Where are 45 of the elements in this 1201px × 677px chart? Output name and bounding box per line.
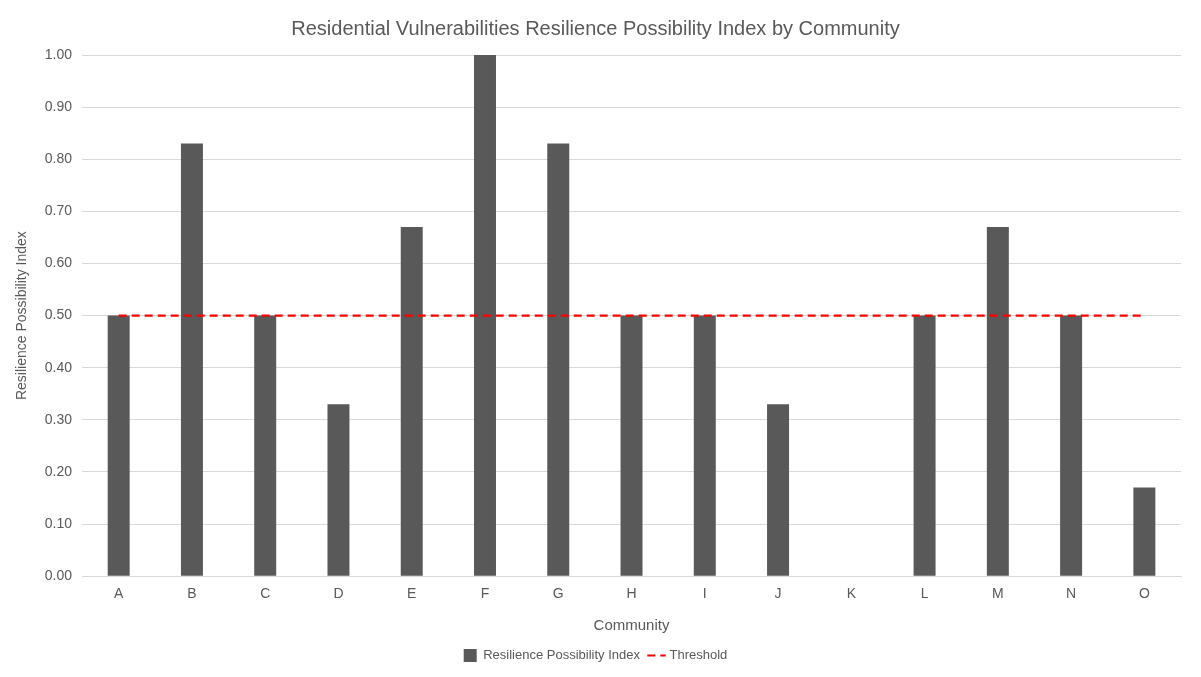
legend-label: Resilience Possibility Index <box>483 647 641 663</box>
legend-label: Threshold <box>669 647 728 663</box>
x-tick-label: C <box>260 585 271 602</box>
bar <box>180 143 203 576</box>
x-tick-label: I <box>702 585 707 602</box>
bar <box>327 404 350 576</box>
x-tick-label: A <box>114 585 125 602</box>
bar <box>620 315 643 576</box>
y-tick-label: 0.80 <box>44 150 73 167</box>
x-tick-label: L <box>920 585 929 602</box>
y-tick-label: 0.60 <box>44 254 73 271</box>
x-tick-label: F <box>480 585 490 602</box>
y-tick-label: 0.10 <box>44 514 73 531</box>
bar <box>547 143 570 576</box>
bar <box>400 227 423 576</box>
x-tick-label: H <box>626 585 637 602</box>
bar <box>107 315 130 576</box>
bar <box>767 404 790 576</box>
y-tick-label: 0.40 <box>44 358 73 375</box>
bar <box>1133 487 1156 576</box>
y-tick-label: 0.20 <box>44 462 73 479</box>
x-tick-label: D <box>333 585 344 602</box>
y-tick-label: 0.30 <box>44 410 73 427</box>
y-tick-label: 0.90 <box>44 97 73 114</box>
y-tick-label: 0.00 <box>44 567 73 584</box>
x-tick-label: J <box>774 585 782 602</box>
x-tick-label: G <box>552 585 564 602</box>
y-axis-title: Resilience Possibility Index <box>13 231 30 401</box>
bar <box>693 315 716 576</box>
x-tick-label: O <box>1138 585 1150 602</box>
y-tick-label: 0.70 <box>44 202 73 219</box>
chart-title: Residential Vulnerabilities Resilience Possibility Index by Community <box>291 16 900 39</box>
x-tick-label: E <box>407 585 417 602</box>
bar <box>474 55 496 576</box>
x-tick-label: B <box>187 585 197 602</box>
bar <box>913 315 936 576</box>
x-tick-label: N <box>1066 585 1077 602</box>
y-tick-label: 0.50 <box>44 306 73 323</box>
bar <box>254 315 277 576</box>
x-tick-label: M <box>992 585 1004 602</box>
y-tick-label: 1.00 <box>44 45 73 62</box>
bar <box>986 227 1009 576</box>
x-axis-title: Community <box>593 616 670 634</box>
bar <box>1060 315 1083 576</box>
x-tick-label: K <box>846 585 857 602</box>
